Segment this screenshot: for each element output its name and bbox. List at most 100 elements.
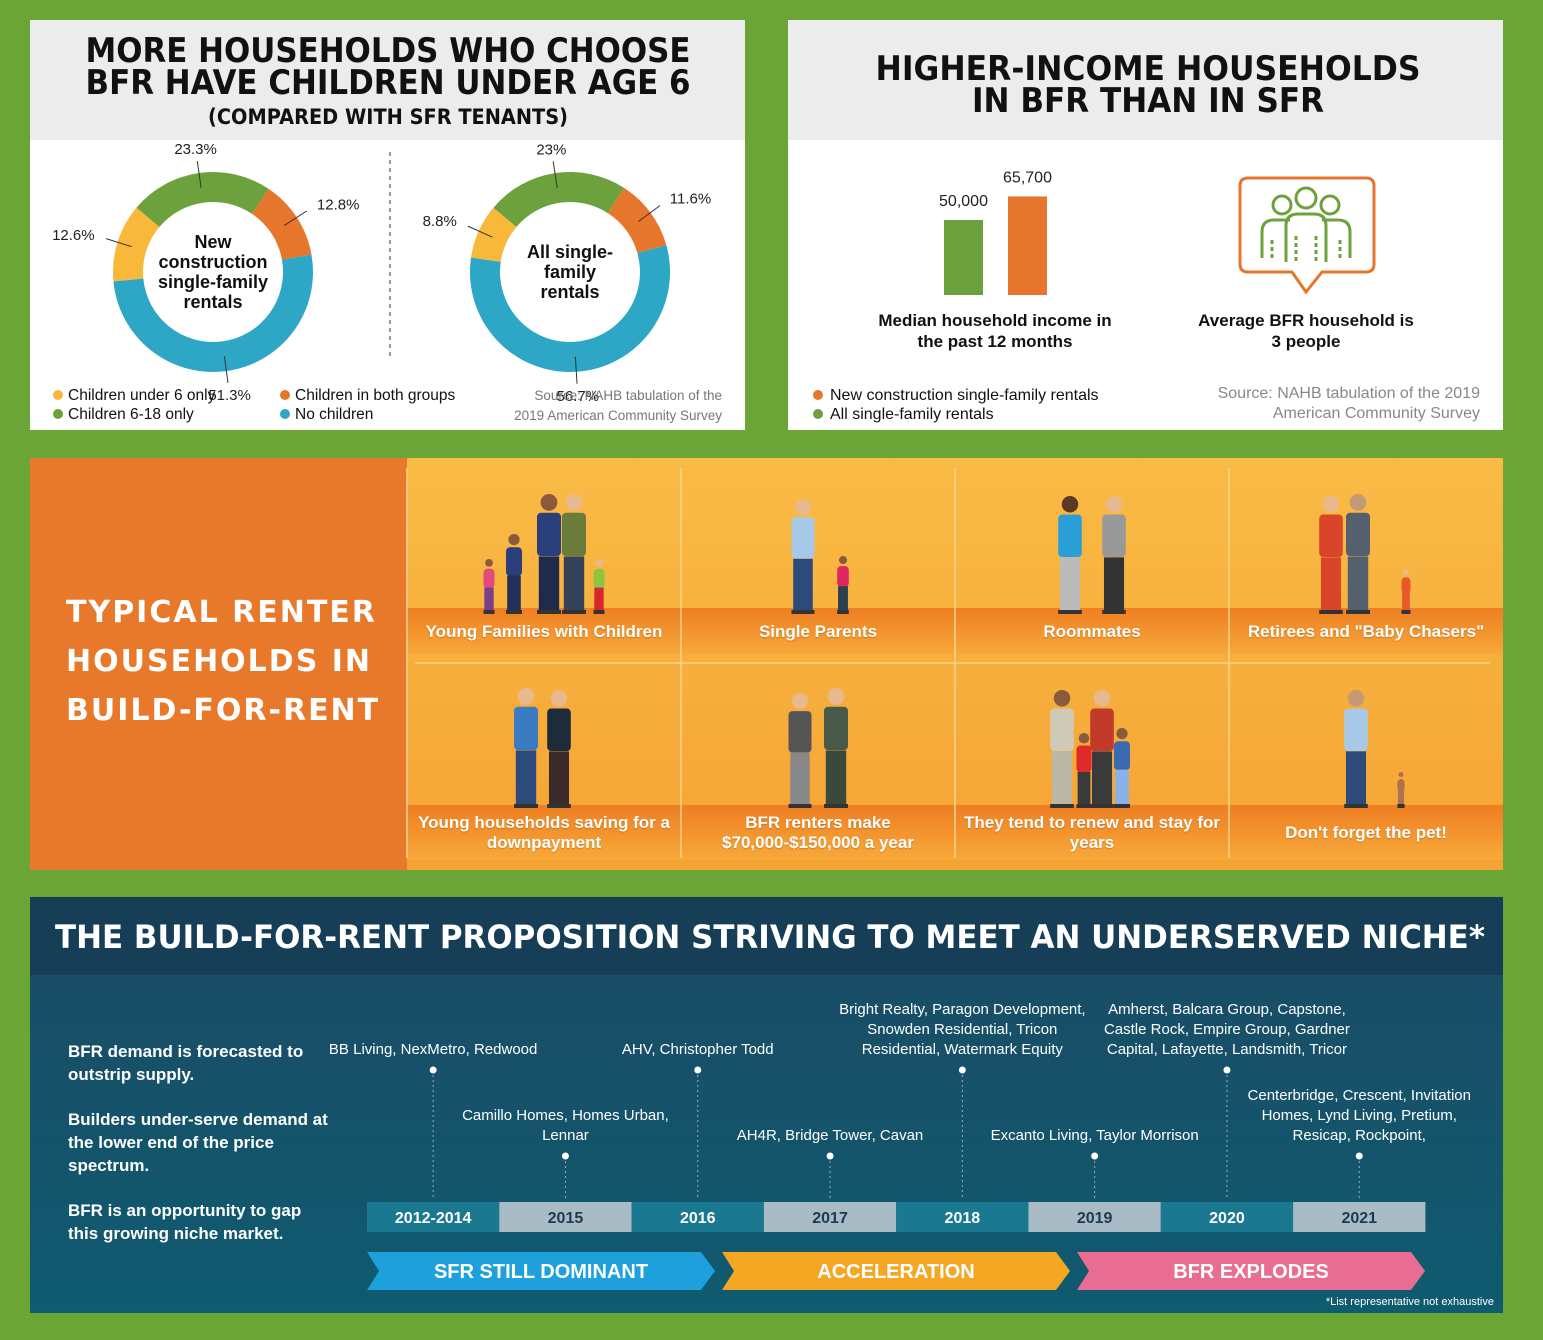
caption: Roommates [1043,621,1141,641]
feet [1050,804,1074,808]
torso [593,568,605,589]
torso [1344,708,1368,751]
legs [484,587,494,613]
source: Source: NAHB tabulation of the 2019 Amer… [1217,385,1480,422]
feet [1114,804,1130,808]
legend-swatch [53,409,63,419]
source: Source: NAHB tabulation of the 2019 Amer… [514,388,722,423]
year-cell [1028,1202,1161,1232]
feet [1090,804,1114,808]
torso [837,566,849,587]
caption: Young households saving for a downpaymen… [418,812,670,852]
head [508,534,520,546]
legs [1320,557,1342,612]
person-illustration [1344,690,1368,808]
torso [537,512,561,556]
torso [1058,514,1082,557]
head [1093,690,1111,707]
torso [1076,745,1092,773]
torso [506,547,522,576]
head [794,499,812,516]
head [1116,728,1128,740]
legs [594,587,604,613]
feet [1102,610,1126,614]
label-leader [467,225,493,238]
company-list: Excanto Living, Taylor Morrison [990,1127,1199,1144]
company-list: AHV, Christopher Todd [621,1041,774,1058]
timeline-dot [561,1152,569,1160]
person-illustration [1102,496,1126,614]
year-label: 2021 [1341,1210,1377,1227]
person-illustration [562,494,586,614]
people-icon [1238,176,1376,295]
timeline-title: THE BUILD-FOR-RENT PROPOSITION STRIVING … [55,918,1485,956]
feet [1344,804,1368,808]
caption: Young Families with Children [425,621,663,641]
legs [838,586,848,613]
caption: Retirees and "Baby Chasers" [1247,621,1485,641]
timeline-dot [826,1152,834,1160]
head [1398,772,1404,778]
household-note: Average BFR household is 3 people [1198,311,1414,351]
label-leader [638,205,661,222]
torso [562,512,586,556]
head [1347,690,1365,707]
person-illustration [514,688,538,808]
donut-slice [136,171,269,228]
donut-slice [493,171,625,228]
notes: BFR demand is forecasted to outstrip sup… [68,1040,328,1267]
head [827,688,845,705]
company-list: Amherst, Balcara Group, Capstone, Castle… [1103,1001,1350,1058]
person-illustration [506,534,522,614]
head [791,693,809,710]
renters-title-block [30,458,407,870]
value-label: 11.6% [670,190,711,207]
head [1402,569,1410,576]
year-label: 2012-2014 [395,1210,472,1227]
legs [1115,769,1129,807]
value-label: 51.3% [208,387,251,404]
label-leader [574,356,578,384]
legs [548,751,570,806]
company-list: AH4R, Bridge Tower, Cavan [736,1127,924,1144]
torso [791,517,815,559]
timeline-header [30,897,1503,975]
head [550,690,568,707]
torso [547,708,571,751]
donut-slice [471,207,517,262]
label-leader [552,161,558,189]
year-cell [1293,1202,1426,1232]
year-label: 2015 [548,1210,584,1227]
donut-slice [113,207,160,282]
donut-center-label: New construction single-family rentals [157,232,269,312]
legs [1397,790,1405,808]
head [1053,690,1071,707]
person-illustration [1076,733,1092,808]
legs [1103,557,1125,612]
torso [1102,514,1126,557]
head [1061,496,1079,513]
feet [506,610,522,614]
company-list: Centerbridge, Crescent, Invitation Homes… [1247,1087,1471,1144]
legs [790,752,810,806]
legs [1077,772,1091,807]
year-cell [499,1202,632,1232]
legend-swatch [813,390,823,400]
feet [514,804,538,808]
feet [1346,610,1370,614]
year-cell [896,1202,1029,1232]
legs [538,556,560,612]
year-label: 2020 [1209,1210,1245,1227]
head [595,559,603,567]
value-label: 23.3% [174,141,217,158]
feet [824,804,848,808]
value-label: 65,700 [1003,169,1052,186]
company-list: Camillo Homes, Homes Urban, Lennar [462,1107,669,1144]
value-label: 50,000 [939,193,988,210]
note: BFR demand is forecasted to outstrip sup… [68,1042,304,1084]
head [1322,496,1340,513]
panel-header [30,20,745,140]
torso [483,568,495,589]
head [517,688,535,705]
